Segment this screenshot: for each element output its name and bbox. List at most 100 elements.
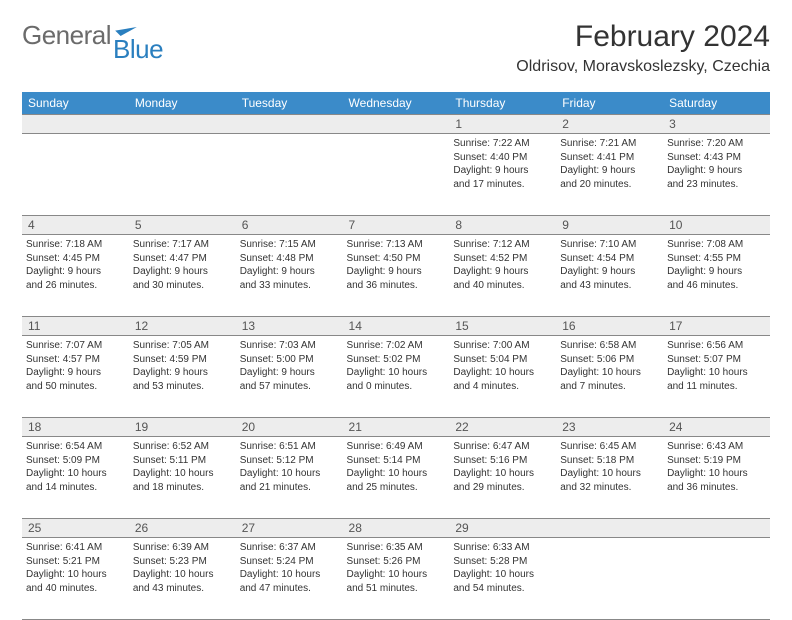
daynum-cell: 1: [449, 115, 556, 134]
day-number: 4: [28, 218, 35, 232]
day-number: 27: [242, 521, 255, 535]
daylight-text: Daylight: 10 hours: [133, 467, 232, 481]
brand-name-2: Blue: [113, 34, 163, 65]
daynum-cell: [343, 115, 450, 134]
daylight-text: Daylight: 9 hours: [26, 366, 125, 380]
day-number: 19: [135, 420, 148, 434]
day-cell: Sunrise: 7:00 AMSunset: 5:04 PMDaylight:…: [449, 336, 556, 418]
sunrise-text: Sunrise: 7:20 AM: [667, 137, 766, 151]
day-cell: [343, 134, 450, 216]
day-cell: [129, 134, 236, 216]
day-cell: Sunrise: 7:07 AMSunset: 4:57 PMDaylight:…: [22, 336, 129, 418]
daylight-text: and 40 minutes.: [453, 279, 552, 293]
day-number: 14: [349, 319, 362, 333]
sunrise-text: Sunrise: 6:58 AM: [560, 339, 659, 353]
day-number: 24: [669, 420, 682, 434]
daylight-text: Daylight: 9 hours: [453, 265, 552, 279]
sunrise-text: Sunrise: 6:37 AM: [240, 541, 339, 555]
daylight-text: Daylight: 9 hours: [667, 265, 766, 279]
week-row: Sunrise: 6:54 AMSunset: 5:09 PMDaylight:…: [22, 437, 770, 519]
sunrise-text: Sunrise: 6:56 AM: [667, 339, 766, 353]
daylight-text: Daylight: 10 hours: [26, 467, 125, 481]
day-cell: Sunrise: 6:43 AMSunset: 5:19 PMDaylight:…: [663, 437, 770, 519]
day-number: 23: [562, 420, 575, 434]
sunset-text: Sunset: 5:04 PM: [453, 353, 552, 367]
daylight-text: and 53 minutes.: [133, 380, 232, 394]
day-cell: Sunrise: 7:18 AMSunset: 4:45 PMDaylight:…: [22, 235, 129, 317]
sunrise-text: Sunrise: 7:03 AM: [240, 339, 339, 353]
daylight-text: Daylight: 10 hours: [453, 366, 552, 380]
weekday-header: Wednesday: [343, 92, 450, 115]
daylight-text: and 4 minutes.: [453, 380, 552, 394]
daylight-text: Daylight: 10 hours: [667, 467, 766, 481]
sunrise-text: Sunrise: 6:51 AM: [240, 440, 339, 454]
daynum-cell: 16: [556, 317, 663, 336]
daynum-cell: 6: [236, 216, 343, 235]
month-title: February 2024: [516, 20, 770, 54]
daynum-cell: 21: [343, 418, 450, 437]
day-cell: Sunrise: 6:39 AMSunset: 5:23 PMDaylight:…: [129, 538, 236, 620]
day-cell: Sunrise: 7:20 AMSunset: 4:43 PMDaylight:…: [663, 134, 770, 216]
weekday-header: Friday: [556, 92, 663, 115]
sunset-text: Sunset: 4:52 PM: [453, 252, 552, 266]
daynum-cell: [236, 115, 343, 134]
sunset-text: Sunset: 4:50 PM: [347, 252, 446, 266]
day-cell: Sunrise: 6:49 AMSunset: 5:14 PMDaylight:…: [343, 437, 450, 519]
sunset-text: Sunset: 5:21 PM: [26, 555, 125, 569]
week-row: Sunrise: 6:41 AMSunset: 5:21 PM Daylight:…: [22, 538, 770, 620]
sunset-text: Sunset: 5:26 PM: [347, 555, 446, 569]
day-cell: Sunrise: 7:13 AMSunset: 4:50 PMDaylight:…: [343, 235, 450, 317]
daylight-text: and 36 minutes.: [667, 481, 766, 495]
day-cell: Sunrise: 7:21 AMSunset: 4:41 PMDaylight:…: [556, 134, 663, 216]
day-number: 5: [135, 218, 142, 232]
daynum-cell: [129, 115, 236, 134]
day-number: 15: [455, 319, 468, 333]
sunset-text: Sunset: 4:57 PM: [26, 353, 125, 367]
daynum-row: 4 5 67 8 9 10: [22, 216, 770, 235]
sunrise-text: Sunrise: 7:10 AM: [560, 238, 659, 252]
daylight-text: Daylight: 9 hours: [133, 366, 232, 380]
day-number: 10: [669, 218, 682, 232]
daylight-text: Daylight: 10 hours: [453, 568, 552, 582]
sunset-text: Sunset: 5:07 PM: [667, 353, 766, 367]
day-cell: [556, 538, 663, 620]
day-cell: Sunrise: 7:22 AMSunset: 4:40 PMDaylight:…: [449, 134, 556, 216]
day-number: 7: [349, 218, 356, 232]
day-number: 9: [562, 218, 569, 232]
weekday-header-row: Sunday Monday Tuesday Wednesday Thursday…: [22, 92, 770, 115]
sunset-text: Sunset: 5:14 PM: [347, 454, 446, 468]
day-cell: Sunrise: 7:03 AMSunset: 5:00 PMDaylight:…: [236, 336, 343, 418]
day-number: 8: [455, 218, 462, 232]
daynum-cell: 3: [663, 115, 770, 134]
calendar-table: Sunday Monday Tuesday Wednesday Thursday…: [22, 92, 770, 620]
daylight-text: and 46 minutes.: [667, 279, 766, 293]
sunrise-text: Sunrise: 6:41 AM: [26, 541, 125, 555]
sunrise-text: Sunrise: 7:17 AM: [133, 238, 232, 252]
sunrise-text: Sunrise: 7:15 AM: [240, 238, 339, 252]
day-cell: Sunrise: 6:33 AMSunset: 5:28 PMDaylight:…: [449, 538, 556, 620]
daynum-cell: 15: [449, 317, 556, 336]
daylight-text: and 11 minutes.: [667, 380, 766, 394]
daylight-text: and 43 minutes.: [133, 582, 232, 596]
daynum-cell: 8: [449, 216, 556, 235]
sunrise-text: Sunrise: 7:12 AM: [453, 238, 552, 252]
daynum-cell: 5: [129, 216, 236, 235]
daylight-text: and 20 minutes.: [560, 178, 659, 192]
daynum-cell: 14: [343, 317, 450, 336]
day-cell: Sunrise: 6:51 AMSunset: 5:12 PMDaylight:…: [236, 437, 343, 519]
day-number: 25: [28, 521, 41, 535]
sunset-text: Sunset: 4:54 PM: [560, 252, 659, 266]
daynum-cell: 22: [449, 418, 556, 437]
title-block: February 2024 Oldrisov, Moravskoslezsky,…: [516, 20, 770, 76]
sunrise-text: Sunrise: 7:05 AM: [133, 339, 232, 353]
sunset-text: Sunset: 5:28 PM: [453, 555, 552, 569]
sunrise-text: Sunrise: 6:45 AM: [560, 440, 659, 454]
day-cell: Sunrise: 6:54 AMSunset: 5:09 PMDaylight:…: [22, 437, 129, 519]
day-number: 20: [242, 420, 255, 434]
sunrise-text: Sunrise: 6:43 AM: [667, 440, 766, 454]
day-number: 22: [455, 420, 468, 434]
sunset-text: Sunset: 4:43 PM: [667, 151, 766, 165]
week-row: Sunrise: 7:18 AMSunset: 4:45 PMDaylight:…: [22, 235, 770, 317]
daylight-text: and 17 minutes.: [453, 178, 552, 192]
day-number: 26: [135, 521, 148, 535]
